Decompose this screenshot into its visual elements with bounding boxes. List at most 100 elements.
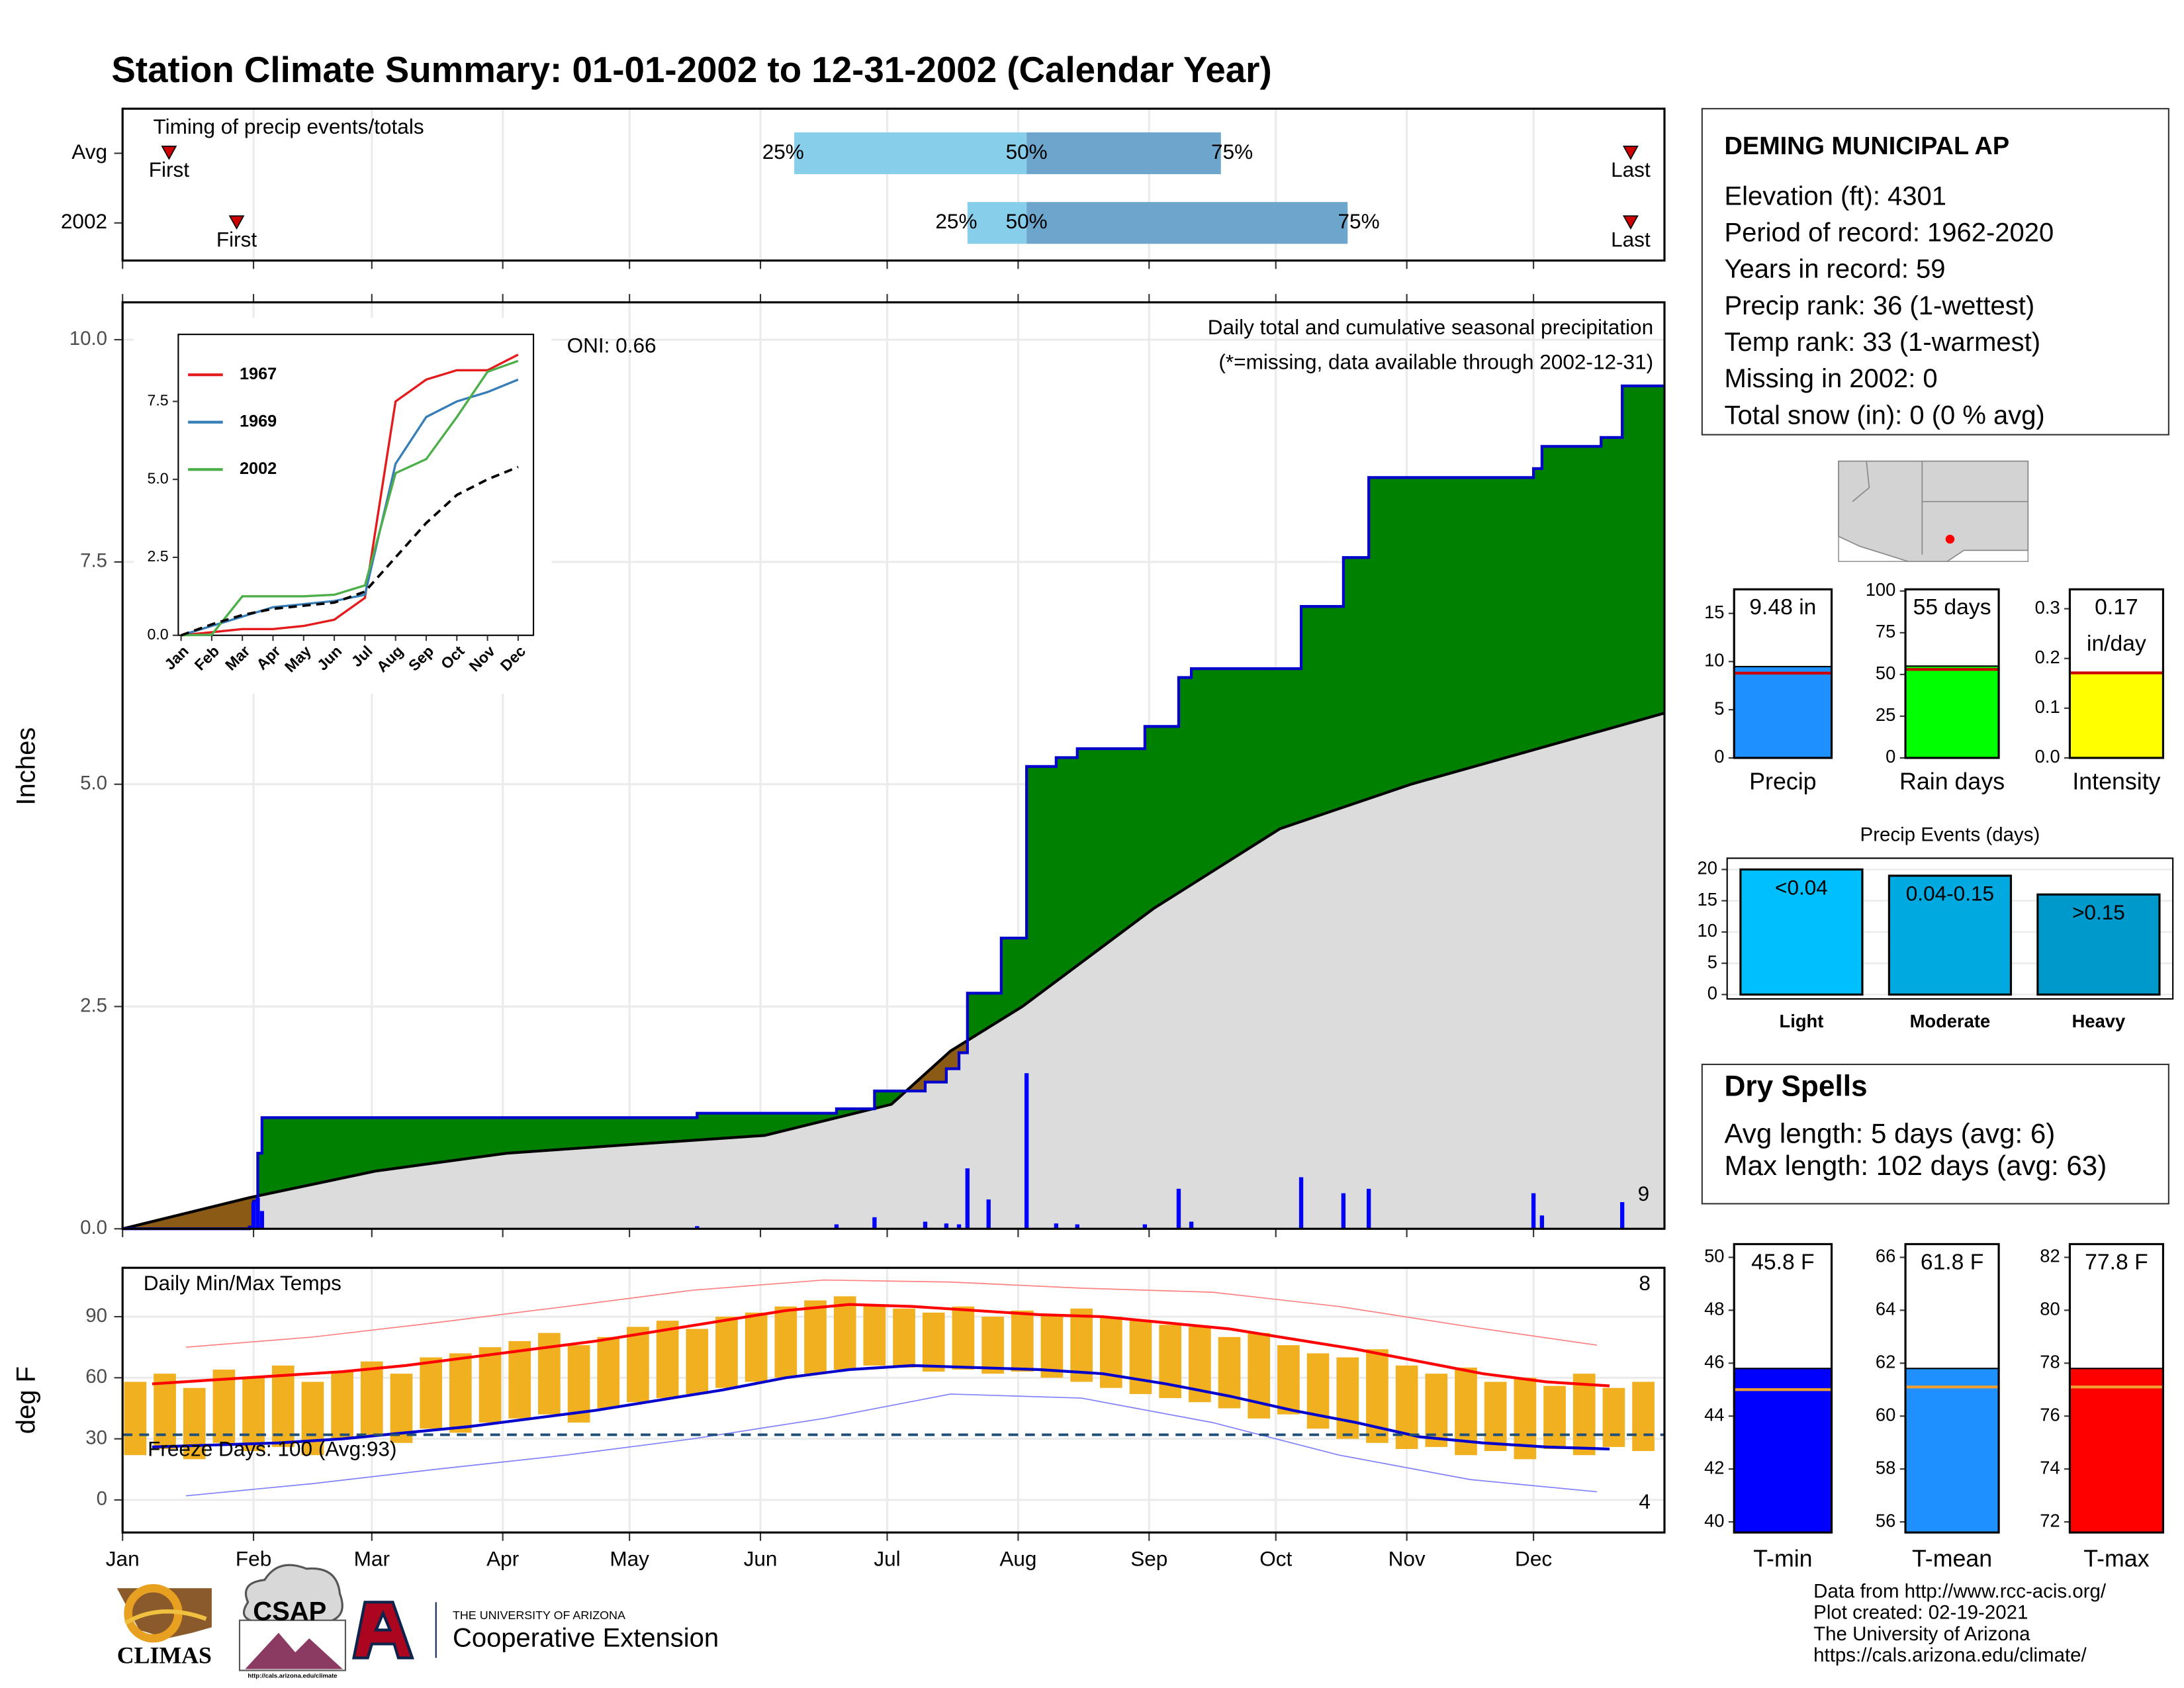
daily-bar (251, 1201, 256, 1229)
daily-bar (956, 1224, 962, 1229)
y-tick-label: 5.0 (147, 469, 168, 487)
daily-range-bar (952, 1306, 975, 1370)
y-tick-label: 0 (1707, 983, 1717, 1004)
plot-frame (1726, 857, 2174, 1000)
y-tick-label: 7.5 (80, 550, 107, 572)
cumulative-line (122, 384, 1664, 1231)
daily-range-bar (804, 1300, 827, 1374)
daily-bar (944, 1223, 949, 1229)
legend-label: 1969 (240, 412, 277, 430)
inset-frame (177, 334, 535, 636)
daily-range-bar (1011, 1310, 1034, 1372)
value-label: >0.15 (2072, 900, 2125, 924)
y-tick-label: 82 (2040, 1246, 2060, 1266)
bar (2069, 1368, 2164, 1534)
x-tick-label: Apr (486, 1547, 519, 1571)
y-tick-label: 60 (1876, 1404, 1895, 1425)
y-tick-label: 2002 (61, 209, 107, 233)
station-info: Total snow (in): 0 (0 % avg) (1724, 400, 2044, 430)
dry-spells-info: Avg length: 5 days (avg: 6) (1724, 1117, 2055, 1149)
bar (1905, 665, 2000, 759)
x-tick-label: Oct (1259, 1547, 1292, 1571)
range-label: 75% (1338, 209, 1380, 233)
y-tick-label: 0 (1714, 746, 1724, 767)
event-label: Last (1611, 227, 1651, 251)
value-label: 0.17 in/day (2086, 596, 2146, 657)
logos (116, 1564, 437, 1671)
daily-range-bar (597, 1336, 620, 1409)
logo-text: THE UNIVERSITY OF ARIZONA (453, 1609, 625, 1622)
daily-range-bar (242, 1378, 265, 1452)
dry-spells-box (1701, 1063, 2169, 1205)
value-label: 45.8 F (1751, 1250, 1815, 1275)
x-tick-label: Heavy (2072, 1011, 2126, 1031)
daily-range-bar (478, 1347, 502, 1423)
plot-frame (121, 107, 1666, 262)
event-marker (1622, 215, 1639, 230)
x-tick-label: Jul (874, 1547, 900, 1571)
average-area (122, 713, 1664, 1229)
x-tick-label: Intensity (2072, 768, 2160, 794)
daily-bar (1367, 1188, 1371, 1229)
daily-bar (1189, 1221, 1194, 1229)
y-tick-label: 58 (1876, 1457, 1895, 1477)
value-label-box: 0.17 in/day (2086, 596, 2146, 657)
y-tick-label: 0.0 (147, 626, 168, 643)
daily-range-bar (774, 1306, 797, 1378)
daily-bar (255, 1197, 260, 1229)
daily-range-bar (1632, 1382, 1655, 1452)
y-tick-label: 5.0 (80, 772, 107, 794)
count-label: 8 (1639, 1271, 1651, 1295)
panel-title: Timing of precip events/totals (154, 115, 424, 138)
daily-bar (695, 1226, 700, 1229)
plot-frame (121, 301, 1666, 1230)
value-label-box: 61.8 F (1921, 1251, 1983, 1275)
daily-range-bar (1572, 1374, 1596, 1456)
range-lower (794, 132, 1027, 175)
y-tick-label: 5 (1707, 951, 1717, 972)
daily-bar (1024, 1073, 1029, 1229)
x-tick-label: Moderate (1910, 1011, 1991, 1031)
y-tick-label: 0.2 (2035, 647, 2060, 667)
daily-range-bar (745, 1312, 768, 1382)
station-info: Precip rank: 36 (1-wettest) (1724, 291, 2034, 320)
daily-range-bar (833, 1296, 856, 1370)
value-label: 9.48 in (1749, 596, 1817, 620)
value-label-box: 45.8 F (1751, 1250, 1815, 1275)
x-tick-label: Dec (1515, 1547, 1552, 1571)
y-tick-label: 10 (1704, 650, 1724, 671)
value-label: 0.04-0.15 (1906, 882, 1994, 906)
y-tick-label: 10 (1698, 920, 1717, 941)
bar-frame (1733, 1243, 1833, 1534)
daily-bar (986, 1199, 991, 1229)
range-label: 50% (1006, 209, 1048, 233)
x-tick-label: Aug (999, 1547, 1036, 1571)
credit-line: https://cals.arizona.edu/climate/ (1813, 1644, 2087, 1666)
range-label: 75% (1211, 140, 1253, 164)
x-tick-label: Precip (1749, 768, 1816, 794)
daily-range-bar (1336, 1357, 1359, 1439)
inset-line (181, 353, 519, 637)
x-tick-label: Rain days (1899, 768, 2005, 794)
daily-bar (1298, 1177, 1304, 1229)
y-tick-label: 44 (1704, 1404, 1724, 1425)
y-tick-label: 0 (1886, 746, 1895, 767)
x-tick-label: Jan (106, 1547, 140, 1571)
bar (1733, 1368, 1833, 1534)
daily-range-bar (715, 1317, 738, 1388)
y-tick-label: 30 (85, 1427, 107, 1448)
station-box (1701, 108, 2169, 436)
y-tick-label: 80 (2040, 1299, 2060, 1319)
y-tick-label: 56 (1876, 1510, 1895, 1530)
panel-subtitle: (*=missing, data available through 2002-… (1218, 350, 1653, 374)
daily-bar (259, 1211, 264, 1229)
y-axis-label: deg F (12, 1366, 41, 1434)
event-marker (228, 215, 245, 230)
station-info: Temp rank: 33 (1-warmest) (1724, 328, 2040, 357)
y-tick-label: 20 (1698, 858, 1717, 878)
daily-bar (834, 1224, 839, 1229)
daily-bar (965, 1168, 970, 1229)
y-tick-label: 0.0 (80, 1217, 107, 1239)
panel-title: Precip Events (days) (1860, 824, 2040, 846)
